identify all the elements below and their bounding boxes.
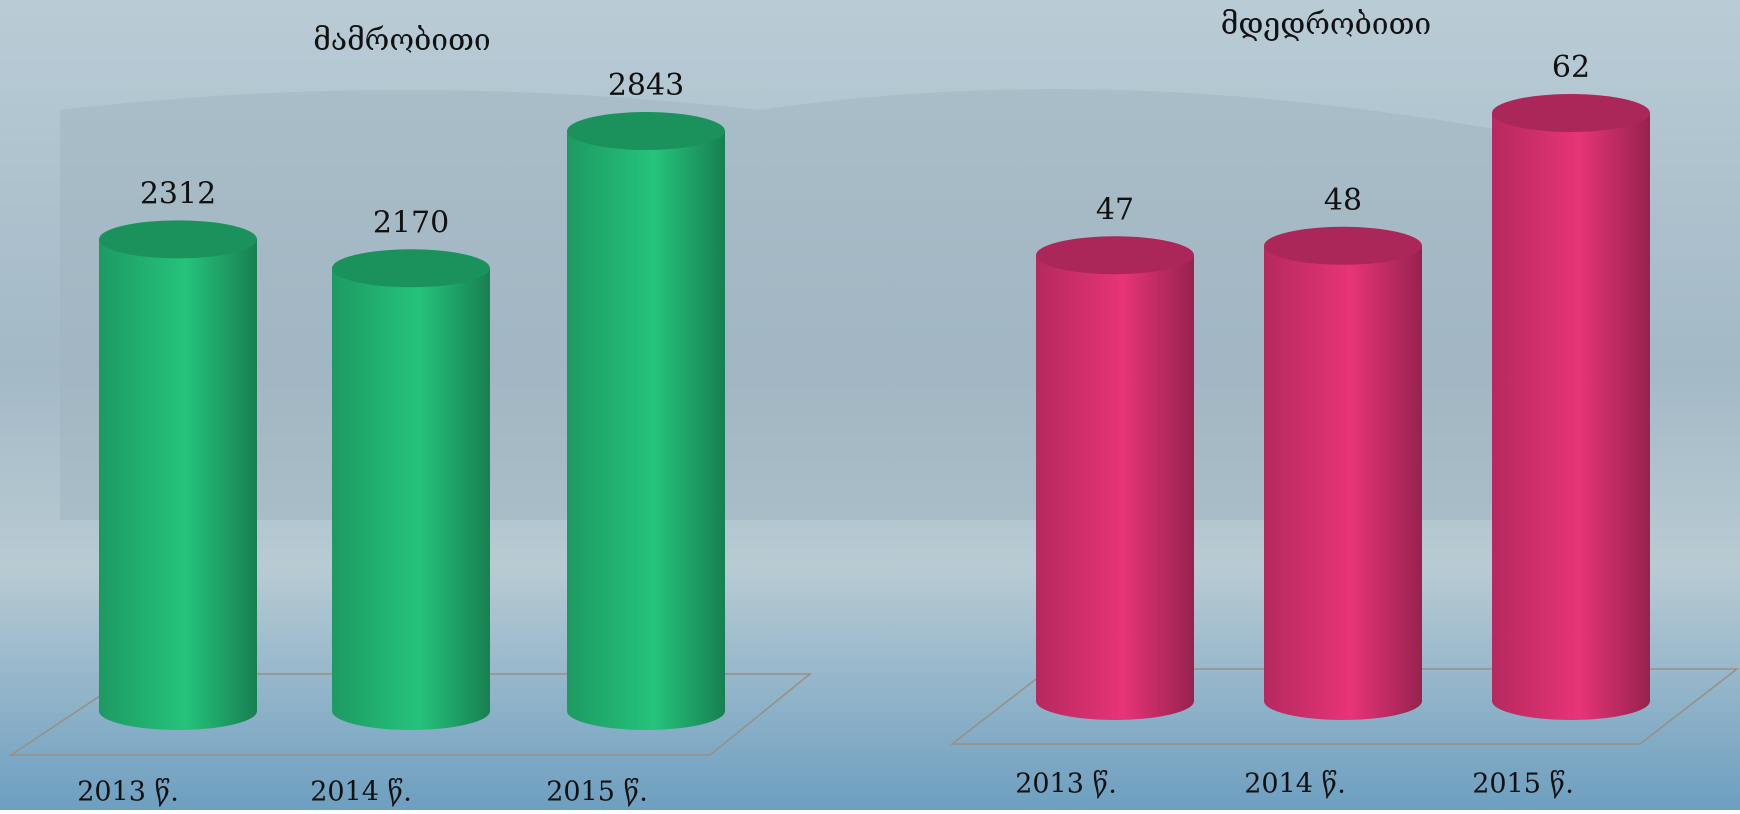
value-label: 62 xyxy=(1552,50,1590,85)
bar-top xyxy=(1492,94,1650,132)
bar-top xyxy=(1264,227,1422,265)
x-tick-label: 2015 წ. xyxy=(1472,769,1574,800)
x-tick-label: 2015 წ. xyxy=(546,777,648,808)
bar xyxy=(99,239,257,711)
bar-top xyxy=(99,220,257,258)
chart-title: მამრობითი xyxy=(313,23,490,58)
value-label: 48 xyxy=(1324,183,1362,218)
value-label: 47 xyxy=(1096,192,1134,227)
bar-top xyxy=(1036,236,1194,274)
x-tick-label: 2013 წ. xyxy=(77,777,179,808)
bar xyxy=(567,131,725,711)
bar xyxy=(1264,246,1422,701)
x-tick-label: 2014 წ. xyxy=(1244,769,1346,800)
bar-top xyxy=(332,249,490,287)
x-tick-label: 2014 წ. xyxy=(310,777,412,808)
x-tick-label: 2013 წ. xyxy=(1015,769,1117,800)
bar-top xyxy=(567,112,725,150)
chart: მამრობითი 2312 2013 წ. 2170 2014 წ. 2843 2015 … xyxy=(0,0,1740,810)
value-label: 2843 xyxy=(608,68,684,103)
bar xyxy=(332,268,490,711)
bar xyxy=(1036,255,1194,701)
bar xyxy=(1492,113,1650,701)
chart-title: მდედრობითი xyxy=(1221,7,1431,42)
value-label: 2312 xyxy=(140,176,216,211)
value-label: 2170 xyxy=(373,205,449,240)
page: მამრობითი 2312 2013 წ. 2170 2014 წ. 2843 2015 … xyxy=(0,0,1740,810)
